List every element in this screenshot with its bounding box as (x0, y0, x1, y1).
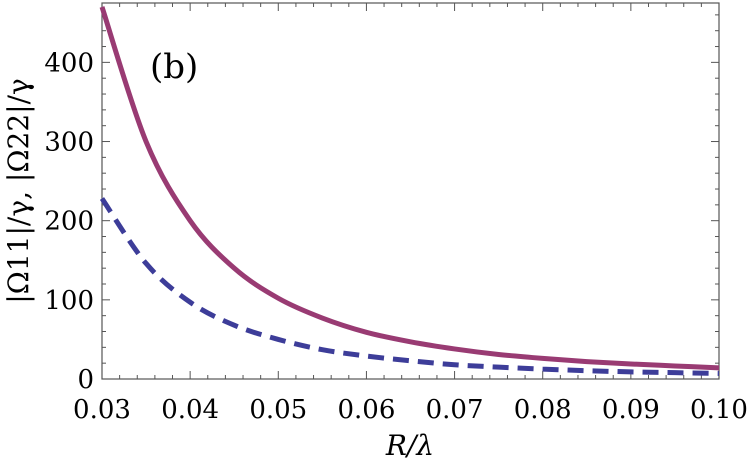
tick-labels: 0.03 0.04 0.05 0.06 0.07 0.08 0.09 0.10 0 100 200 3… (44, 48, 747, 425)
y-tick-label: 100 (44, 286, 94, 316)
panel-label: (b) (150, 47, 198, 87)
y-tick-label: 200 (44, 207, 94, 237)
series-line-solid (99, 6, 720, 371)
x-tick-label: 0.06 (337, 395, 395, 425)
y-axis-label: |Ω11|/γ, |Ω22|/γ (2, 78, 35, 304)
plot-frame (101, 2, 720, 380)
x-tick-label: 0.08 (514, 395, 572, 425)
y-tick-label: 0 (77, 365, 94, 395)
y-tick-label: 400 (44, 48, 94, 78)
x-tick-label: 0.09 (602, 395, 660, 425)
x-tick-label: 0.07 (426, 395, 484, 425)
x-tick-label: 0.04 (161, 395, 219, 425)
series-layer (99, 6, 720, 376)
x-tick-label: 0.10 (690, 395, 747, 425)
x-axis-label: R/λ (385, 429, 434, 462)
x-tick-label: 0.03 (73, 395, 131, 425)
x-tick-label: 0.05 (249, 395, 307, 425)
y-tick-label: 300 (44, 128, 94, 158)
